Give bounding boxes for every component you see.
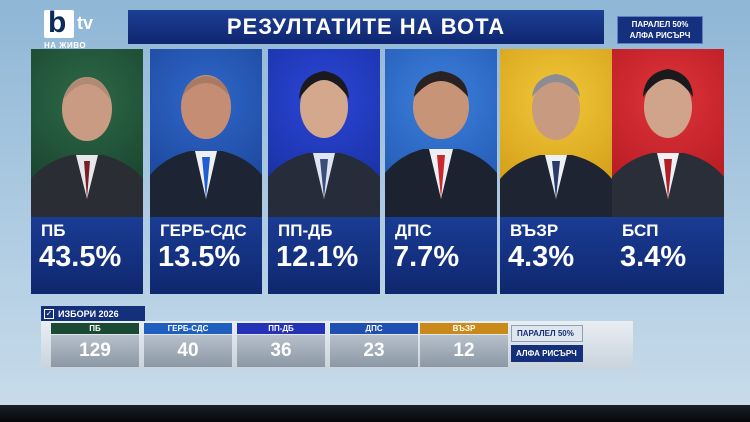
page-title: РЕЗУЛТАТИТЕ НА ВОТА bbox=[226, 14, 506, 39]
seat-party: ДПС bbox=[330, 323, 418, 334]
seat-party: ГЕРБ-СДС bbox=[144, 323, 232, 334]
btv-logo: b tv НА ЖИВО bbox=[44, 8, 114, 54]
party-percent: 12.1% bbox=[276, 241, 359, 273]
poll-source-line2: АЛФА РИСЪРЧ bbox=[629, 31, 691, 40]
logo-box: b bbox=[44, 6, 74, 39]
seat-value: 12 bbox=[420, 335, 508, 367]
party-name: ДПС bbox=[395, 221, 432, 240]
person-silhouette-icon bbox=[612, 69, 724, 217]
party-name: ВЪЗР bbox=[510, 221, 559, 240]
live-label: НА ЖИВО bbox=[44, 41, 87, 50]
result-label: БСП 3.4% bbox=[612, 217, 724, 294]
result-label: ГЕРБ-СДС 13.5% bbox=[150, 217, 262, 294]
party-percent: 3.4% bbox=[620, 241, 687, 273]
result-card-pb: ПБ 43.5% bbox=[31, 49, 143, 294]
seat-column-vazr: ВЪЗР 12 bbox=[420, 321, 508, 369]
result-label: ПП-ДБ 12.1% bbox=[268, 217, 380, 294]
party-name: ПБ bbox=[41, 221, 66, 240]
seat-column-pp-db: ПП-ДБ 36 bbox=[237, 321, 325, 369]
candidate-photo bbox=[31, 49, 143, 217]
party-name: БСП bbox=[622, 221, 659, 240]
elections-title: ИЗБОРИ 2026 bbox=[58, 308, 119, 319]
party-percent: 43.5% bbox=[39, 241, 122, 273]
seat-party: ПП-ДБ bbox=[237, 323, 325, 334]
seat-value: 40 bbox=[144, 335, 232, 367]
result-card-pp-db: ПП-ДБ 12.1% bbox=[268, 49, 380, 294]
candidate-photo bbox=[612, 49, 724, 217]
person-silhouette-icon bbox=[385, 71, 497, 217]
checkbox-icon: ✓ bbox=[44, 308, 54, 319]
seat-value: 129 bbox=[51, 335, 139, 367]
seats-poll-line2: АЛФА РИСЪРЧ bbox=[511, 345, 583, 362]
candidate-photo bbox=[268, 49, 380, 217]
poll-source-box: ПАРАЛЕЛ 50% АЛФА РИСЪРЧ bbox=[617, 16, 703, 44]
candidate-photo bbox=[150, 49, 262, 217]
party-name: ПП-ДБ bbox=[278, 221, 333, 240]
candidate-photo bbox=[385, 49, 497, 217]
seat-column-dps: ДПС 23 bbox=[330, 321, 418, 369]
seat-value: 36 bbox=[237, 335, 325, 367]
logo-suffix: tv bbox=[77, 13, 94, 33]
person-silhouette-icon bbox=[31, 77, 143, 217]
person-silhouette-icon bbox=[150, 75, 262, 217]
candidate-photo bbox=[500, 49, 612, 217]
seat-party: ПБ bbox=[51, 323, 139, 334]
result-label: ПБ 43.5% bbox=[31, 217, 143, 294]
result-card-gerb-sds: ГЕРБ-СДС 13.5% bbox=[150, 49, 262, 294]
result-label: ВЪЗР 4.3% bbox=[500, 217, 612, 294]
tv-screen: b tv НА ЖИВО РЕЗУЛТАТИТЕ НА ВОТА ПАРАЛЕЛ… bbox=[0, 0, 750, 405]
seat-party: ВЪЗР bbox=[420, 323, 508, 334]
result-card-bsp: БСП 3.4% bbox=[612, 49, 724, 294]
seat-column-pb: ПБ 129 bbox=[51, 321, 139, 369]
tv-bezel bbox=[0, 405, 750, 422]
title-bar: РЕЗУЛТАТИТЕ НА ВОТА bbox=[128, 10, 604, 44]
logo-letter: b bbox=[48, 6, 67, 39]
seats-poll-source: ПАРАЛЕЛ 50% АЛФА РИСЪРЧ bbox=[511, 325, 583, 363]
result-card-dps: ДПС 7.7% bbox=[385, 49, 497, 294]
elections-tag: ✓ ИЗБОРИ 2026 bbox=[41, 306, 145, 321]
party-percent: 13.5% bbox=[158, 241, 241, 273]
result-card-vazr: ВЪЗР 4.3% bbox=[500, 49, 612, 294]
seats-poll-line1: ПАРАЛЕЛ 50% bbox=[511, 325, 583, 342]
poll-source-line1: ПАРАЛЕЛ 50% bbox=[631, 20, 689, 29]
seats-strip: ПБ 129 ГЕРБ-СДС 40 ПП-ДБ 36 ДПС 23 ВЪЗР … bbox=[41, 321, 633, 369]
party-name: ГЕРБ-СДС bbox=[160, 221, 247, 240]
seat-value: 23 bbox=[330, 335, 418, 367]
party-percent: 7.7% bbox=[393, 241, 460, 273]
party-percent: 4.3% bbox=[508, 241, 575, 273]
seat-column-gerb-sds: ГЕРБ-СДС 40 bbox=[144, 321, 232, 369]
person-silhouette-icon bbox=[500, 74, 612, 217]
person-silhouette-icon bbox=[268, 71, 380, 217]
result-label: ДПС 7.7% bbox=[385, 217, 497, 294]
